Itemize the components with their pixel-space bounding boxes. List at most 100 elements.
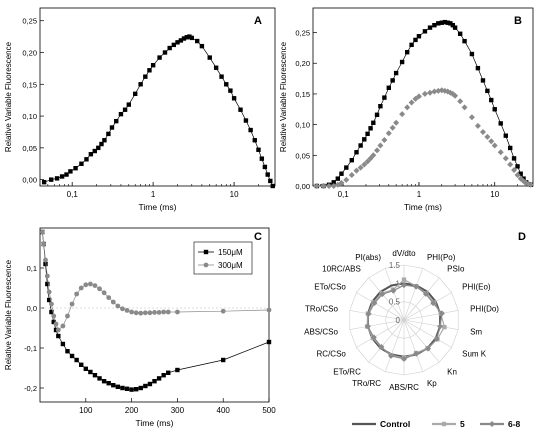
data-point [270,183,275,189]
data-point [511,156,517,161]
y-tick-label: 0,10 [22,112,37,121]
radar-spoke [403,292,452,321]
data-point [452,25,458,30]
data-point [457,98,464,105]
y-tick-label: 0,25 [22,17,37,26]
plot-frame [39,227,270,403]
radar-axis-label: ETo/RC [333,367,361,376]
radar-spoke [384,268,405,321]
data-point [49,309,54,315]
data-point [408,99,415,106]
data-point [138,82,143,87]
data-point [354,150,359,155]
data-point [262,164,268,170]
panel-letter: A [254,15,262,27]
data-point [491,142,498,149]
y-tick-label: 0,15 [22,80,37,89]
data-point [390,78,395,83]
data-point [54,176,60,181]
data-point [427,89,434,96]
radar-point [378,343,385,350]
data-point [485,88,490,94]
data-point [365,131,370,137]
data-point [96,145,101,151]
data-point [120,385,125,391]
data-point [436,21,441,26]
y-tick-label: 0,20 [295,59,310,68]
data-point [361,161,368,168]
data-point [421,90,428,97]
data-point [378,104,383,109]
y-tick-label: 0,15 [295,90,310,99]
radar-point [433,335,440,342]
data-point [56,333,61,339]
data-point [92,148,97,154]
data-point [109,125,115,130]
data-point [243,118,249,123]
data-point [133,310,139,316]
data-point [514,171,521,178]
data-point [374,112,380,117]
y-tick-label: 0,00 [22,176,37,185]
data-point [175,367,180,373]
data-point [409,42,414,48]
data-point [488,138,495,145]
data-point [60,323,66,329]
data-point [115,384,121,389]
data-point [220,308,226,314]
data-point [143,383,148,389]
data-point [101,379,107,384]
data-point [41,241,47,247]
legend-label: 150μM [218,248,243,257]
data-point [106,131,111,137]
x-tick-label: 10 [230,190,239,199]
data-point [189,35,194,41]
data-point [175,40,180,45]
data-point [450,22,456,28]
radar-axis-label: PHI(Eo) [462,282,491,291]
radar-axis-label: TRo/CSo [305,304,338,313]
data-point [84,157,89,162]
data-point [377,142,384,149]
data-point [427,25,433,30]
y-tick-label: 0,25 [295,29,310,38]
radar-point [364,323,371,330]
radar-series-6-8 [364,282,445,362]
legend-marker [203,249,209,255]
radar-spoke [403,277,440,321]
data-point [484,133,491,140]
data-point [399,59,405,65]
y-tick-label: 0,05 [22,144,37,153]
data-point [60,341,66,347]
data-point [167,45,172,51]
radar-spoke [356,292,405,321]
data-point [527,181,534,188]
data-point [259,156,265,161]
data-point [221,357,226,363]
y-tick-label: 0,1 [27,264,37,273]
data-point [43,261,48,267]
y-axis-label: Relative Variable Fluorescence [4,259,13,370]
data-point [393,70,399,76]
radar-point [437,323,444,330]
radar-point [390,287,397,294]
data-point [74,291,80,297]
radar-spoke [384,319,405,372]
radar-r-label: 0 [396,316,401,325]
data-point [474,122,481,129]
data-point [59,174,65,179]
data-point [439,20,444,25]
data-point [122,107,128,112]
data-point [382,95,387,100]
radar-spoke [403,319,424,372]
x-tick-label: 0,1 [67,190,79,199]
data-point [432,22,437,28]
data-point [68,169,73,174]
data-point [445,20,450,25]
radar-axis-label: PHI(Do) [470,304,499,313]
data-point [502,155,509,162]
data-point [368,126,373,131]
data-point [129,309,135,315]
y-tick-label: 0,10 [295,121,310,130]
data-point [133,387,139,392]
